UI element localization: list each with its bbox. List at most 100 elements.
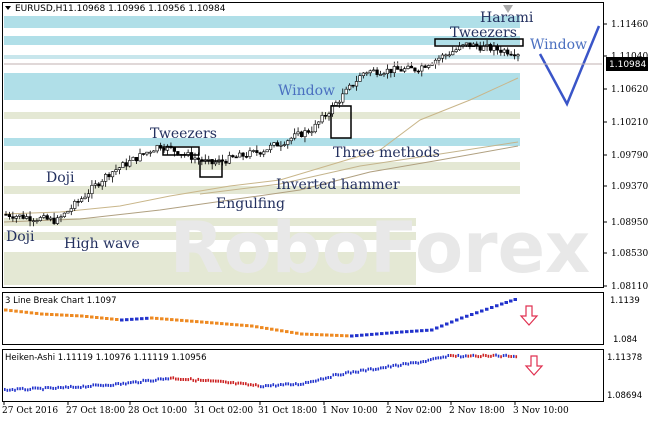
heiken-ashi-bar (325, 376, 327, 380)
candle (323, 112, 328, 120)
heiken-ashi-bar (422, 360, 425, 364)
three-methods-box (330, 105, 352, 139)
candle (104, 172, 108, 187)
candle (262, 149, 266, 158)
line-break-block (105, 317, 109, 320)
line-break-block (470, 313, 474, 316)
price-tick-label: 1.08110 (611, 282, 648, 292)
heiken-ashi-bar (157, 377, 160, 381)
heiken-ashi-bar (292, 383, 295, 387)
line-break-block (145, 316, 149, 320)
heiken-ashi-bar (90, 384, 92, 388)
heiken-ashi-bar (417, 361, 420, 365)
heiken-ashi-bar (310, 380, 312, 384)
candle (7, 211, 12, 220)
annotation-three-methods: Three methods (333, 145, 440, 161)
heiken-ashi-bar (9, 388, 11, 392)
heiken-ashi-bar (312, 379, 315, 383)
heiken-ashi-bar (205, 379, 207, 383)
candle (86, 189, 91, 203)
line-break-block (14, 309, 18, 313)
line-break-block (340, 334, 344, 338)
candle (361, 72, 365, 79)
candle (286, 139, 290, 149)
heiken-ashi-bar (505, 353, 507, 357)
candle (141, 153, 146, 156)
zone-band (4, 16, 520, 28)
heiken-ashi-bar (14, 388, 16, 392)
candle (35, 218, 39, 224)
heiken-ashi-bar (450, 353, 452, 357)
line-break-block (135, 317, 139, 321)
tweezers-right-box (434, 38, 524, 47)
candle (121, 161, 125, 168)
candle (451, 46, 455, 56)
heiken-ashi-bar (240, 381, 242, 385)
heiken-ashi-bar (32, 386, 34, 390)
candle (255, 145, 259, 156)
line-break-block (170, 318, 174, 322)
line-break-block (280, 329, 284, 333)
candle (124, 158, 128, 171)
line-break-block (460, 316, 464, 320)
heiken-ashi-bar (362, 368, 365, 372)
tweezers-left-box (162, 146, 200, 156)
candle (244, 152, 249, 159)
heiken-ashi-bar (272, 383, 275, 387)
heiken-ashi-bar (432, 357, 435, 361)
heiken-ashi-bar (477, 355, 480, 359)
heiken-ashi-bar (62, 386, 65, 390)
line-break-block (320, 333, 324, 337)
line-break-block (24, 310, 29, 314)
line-break-block (65, 313, 69, 317)
candle (516, 53, 520, 62)
heiken-ashi-bar (440, 356, 442, 360)
candle (279, 141, 283, 151)
candle (234, 155, 238, 159)
heiken-ashi-bar (235, 382, 237, 386)
time-tick-label: 27 Oct 18:00 (66, 406, 125, 416)
heiken-ashi-bar (167, 377, 170, 381)
candle (413, 67, 417, 73)
line-break-block (360, 333, 364, 337)
heiken-ashi-bar (145, 379, 147, 383)
heiken-ashi-bar (137, 381, 140, 385)
heiken-ashi-panel (2, 349, 604, 402)
heiken-ashi-bar (302, 382, 305, 386)
candle (45, 213, 49, 221)
line-break-block (210, 321, 214, 325)
candle (100, 179, 104, 190)
time-tick-label: 31 Oct 02:00 (194, 406, 253, 416)
candle (18, 214, 22, 220)
line-break-block (55, 313, 59, 317)
zone-band (4, 252, 416, 285)
heiken-ashi-bar (270, 384, 272, 388)
candle (97, 181, 101, 188)
heiken-ashi-bar (125, 382, 127, 386)
candle (258, 151, 262, 157)
candle (389, 68, 393, 78)
line-break-block (120, 318, 124, 322)
line-break-block (245, 324, 249, 328)
heiken-ashi-bar (430, 358, 432, 362)
candle (238, 150, 242, 158)
heiken-ashi-bar (495, 353, 497, 357)
line-break-block (475, 311, 479, 315)
candle (62, 212, 67, 218)
chart-menu-icon[interactable] (5, 6, 11, 10)
support-resistance-zones (4, 16, 520, 285)
heiken-ashi-bar (480, 355, 482, 359)
heiken-ashi-bar (420, 360, 422, 364)
line-break-block (29, 311, 34, 315)
heiken-ashi-bar (147, 378, 150, 382)
candle (365, 71, 369, 76)
heiken-ashi-bar (337, 373, 340, 377)
zone-band (4, 55, 520, 59)
candle (52, 212, 56, 225)
heiken-ashi-bar (280, 382, 282, 386)
heiken-ashi-bar (187, 378, 190, 382)
candle (227, 151, 231, 165)
heiken-ashi-bar (16, 387, 19, 391)
heiken-ashi-bar (510, 355, 512, 359)
